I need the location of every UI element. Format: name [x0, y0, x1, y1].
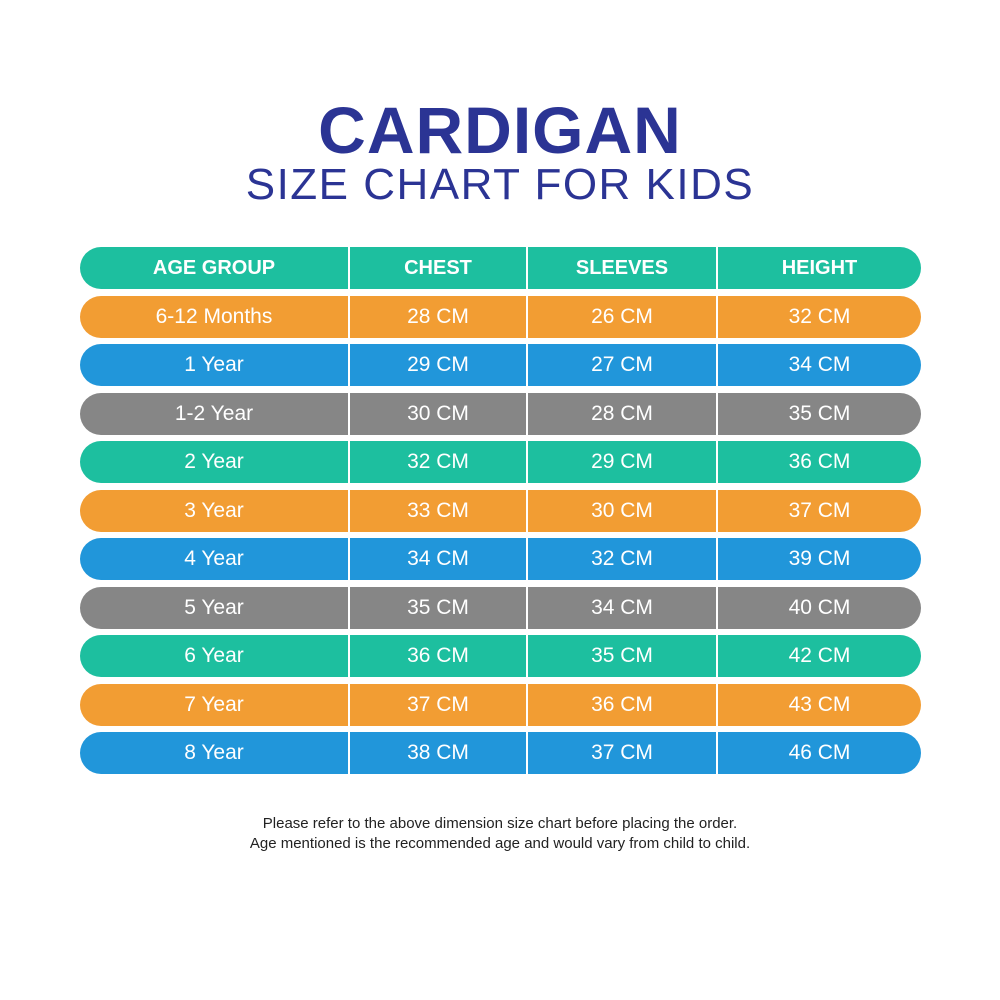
cell-age-group: 6 Year [80, 635, 350, 677]
cell-height: 34 CM [788, 353, 851, 376]
cell-sleeves: 27 CM [528, 344, 718, 386]
cell-sleeves: 36 CM [528, 683, 718, 726]
cell-chest: 36 CM [350, 635, 528, 677]
cell-age-group: 1 Year [80, 344, 350, 386]
cell-height: 35 CM [788, 401, 851, 425]
header-chest: CHEST [350, 247, 528, 289]
cell-sleeves: 32 CM [528, 538, 718, 580]
table-row: 6 Year 36 CM 35 CM 42 CM [80, 635, 921, 677]
cell-height: 40 CM [788, 595, 851, 619]
chart-title: CARDIGAN [318, 93, 682, 167]
cell-chest: 37 CM [350, 683, 528, 726]
table-row: 6-12 Months 28 CM 26 CM 32 CM [80, 295, 921, 338]
cell-height: 43 CM [788, 692, 851, 716]
cell-sleeves: 35 CM [528, 635, 718, 677]
size-table: AGE GROUP CHEST SLEEVES HEIGHT 6-12 Mont… [80, 247, 921, 781]
cell-age-group: 8 Year [80, 732, 350, 774]
cell-chest: 32 CM [350, 441, 528, 483]
cell-chest: 30 CM [350, 392, 528, 435]
table-row: 1-2 Year 30 CM 28 CM 35 CM [80, 392, 921, 435]
table-row: 2 Year 32 CM 29 CM 36 CM [80, 441, 921, 483]
cell-height: 36 CM [788, 450, 851, 473]
cell-chest: 28 CM [350, 295, 528, 338]
table-row: 1 Year 29 CM 27 CM 34 CM [80, 344, 921, 386]
table-row: 5 Year 35 CM 34 CM 40 CM [80, 586, 921, 629]
cell-age-group: 4 Year [80, 538, 350, 580]
cell-chest: 29 CM [350, 344, 528, 386]
table-row: 8 Year 38 CM 37 CM 46 CM [80, 732, 921, 774]
cell-height: 46 CM [788, 741, 851, 764]
table-header-row: AGE GROUP CHEST SLEEVES HEIGHT [80, 247, 921, 289]
cell-height: 32 CM [788, 304, 851, 328]
cell-chest: 38 CM [350, 732, 528, 774]
cell-sleeves: 28 CM [528, 392, 718, 435]
table-row: 4 Year 34 CM 32 CM 39 CM [80, 538, 921, 580]
cell-sleeves: 29 CM [528, 441, 718, 483]
table-row: 7 Year 37 CM 36 CM 43 CM [80, 683, 921, 726]
cell-age-group: 6-12 Months [80, 295, 350, 338]
cell-sleeves: 37 CM [528, 732, 718, 774]
cell-age-group: 7 Year [80, 683, 350, 726]
cell-chest: 34 CM [350, 538, 528, 580]
table-row: 3 Year 33 CM 30 CM 37 CM [80, 489, 921, 532]
cell-age-group: 1-2 Year [80, 392, 350, 435]
note-line-2: Age mentioned is the recommended age and… [249, 835, 751, 852]
cell-age-group: 3 Year [80, 489, 350, 532]
cell-chest: 33 CM [350, 489, 528, 532]
header-sleeves: SLEEVES [528, 247, 718, 289]
cell-sleeves: 34 CM [528, 586, 718, 629]
cell-chest: 35 CM [350, 586, 528, 629]
header-age-group: AGE GROUP [80, 247, 350, 289]
cell-age-group: 2 Year [80, 441, 350, 483]
cell-sleeves: 30 CM [528, 489, 718, 532]
cell-height: 42 CM [788, 644, 851, 667]
header-height: HEIGHT [781, 256, 858, 279]
cell-age-group: 5 Year [80, 586, 350, 629]
cell-height: 37 CM [788, 498, 851, 522]
cell-sleeves: 26 CM [528, 295, 718, 338]
cell-height: 39 CM [788, 547, 851, 570]
chart-subtitle: SIZE CHART FOR KIDS [245, 160, 755, 209]
note-line-1: Please refer to the above dimension size… [262, 815, 738, 832]
